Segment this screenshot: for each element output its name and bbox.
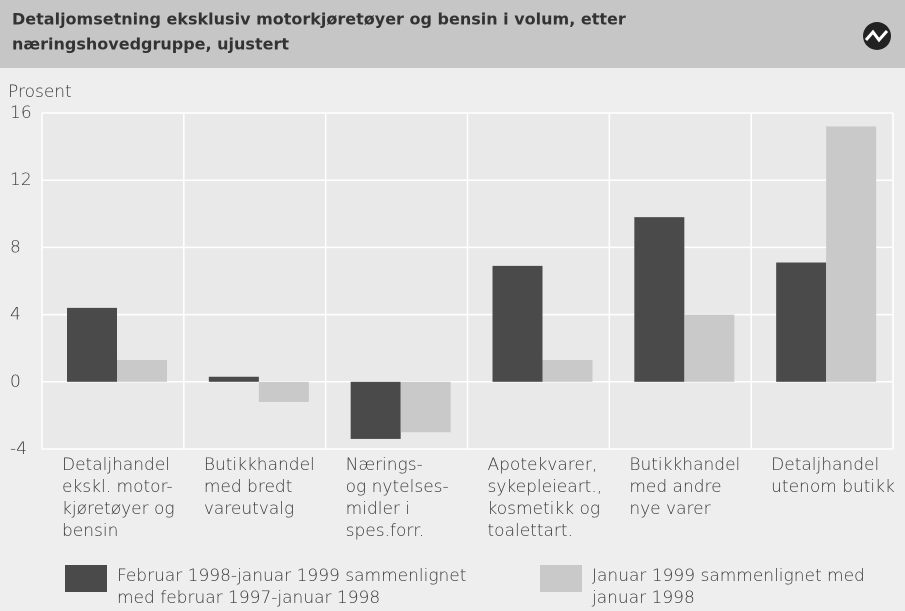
x-tick-label: kosmetikk og [488, 499, 601, 519]
x-tick-label: utenom butikk [771, 477, 895, 497]
bar [684, 314, 735, 382]
x-tick-label: ekskl. motor- [62, 477, 173, 497]
x-tick-label: spes.forr. [346, 521, 425, 541]
y-tick-label: 4 [10, 305, 21, 325]
y-axis-label: Prosent [8, 82, 72, 102]
bar [492, 265, 543, 382]
y-tick-label: 16 [10, 103, 32, 123]
legend-label: Januar 1999 sammenlignet med [592, 566, 865, 586]
x-tick-label: toalettart. [488, 521, 573, 541]
legend-label: januar 1998 [591, 588, 695, 608]
bar [826, 126, 877, 382]
legend-label: Februar 1998-januar 1999 sammenlignet [117, 566, 466, 586]
x-tick-label: Butikkhandel [204, 455, 315, 475]
chart-title: Detaljomsetning eksklusiv motorkjøretøye… [12, 10, 626, 29]
x-tick-label: midler i [346, 499, 410, 519]
x-tick-label: og nytelses- [346, 477, 449, 497]
bar [67, 307, 117, 382]
y-tick-label: 8 [10, 237, 21, 257]
bar [208, 376, 259, 382]
legend-swatch [65, 565, 107, 592]
x-tick-label: Butikkhandel [629, 455, 740, 475]
x-tick-label: bensin [62, 521, 118, 541]
bar [350, 381, 401, 439]
chart-title: næringshovedgruppe, ujustert [12, 35, 289, 54]
x-tick-label: vareutvalg [204, 499, 294, 519]
x-tick-label: Nærings- [346, 455, 423, 475]
x-tick-label: sykepleieart., [488, 477, 603, 497]
x-tick-label: kjøretøyer og [62, 499, 175, 519]
legend-swatch [540, 565, 582, 592]
y-tick-label: -4 [10, 439, 27, 459]
x-tick-label: med andre [629, 477, 721, 497]
x-tick-label: Apotekvarer, [488, 455, 598, 475]
legend-label: med februar 1997-januar 1998 [117, 588, 380, 608]
x-tick-label: Detaljhandel [62, 455, 170, 475]
x-tick-label: med bredt [204, 477, 293, 497]
y-tick-label: 0 [10, 372, 21, 392]
bar [542, 359, 593, 382]
y-tick-label: 12 [10, 170, 32, 190]
logo-mark [864, 29, 889, 43]
x-tick-label: Detaljhandel [771, 455, 879, 475]
bar [258, 381, 309, 402]
bar [117, 359, 167, 382]
x-tick-label: nye varer [629, 499, 710, 519]
bar [400, 381, 451, 433]
header-band [0, 0, 905, 68]
bar [776, 262, 827, 382]
bar [634, 217, 685, 382]
